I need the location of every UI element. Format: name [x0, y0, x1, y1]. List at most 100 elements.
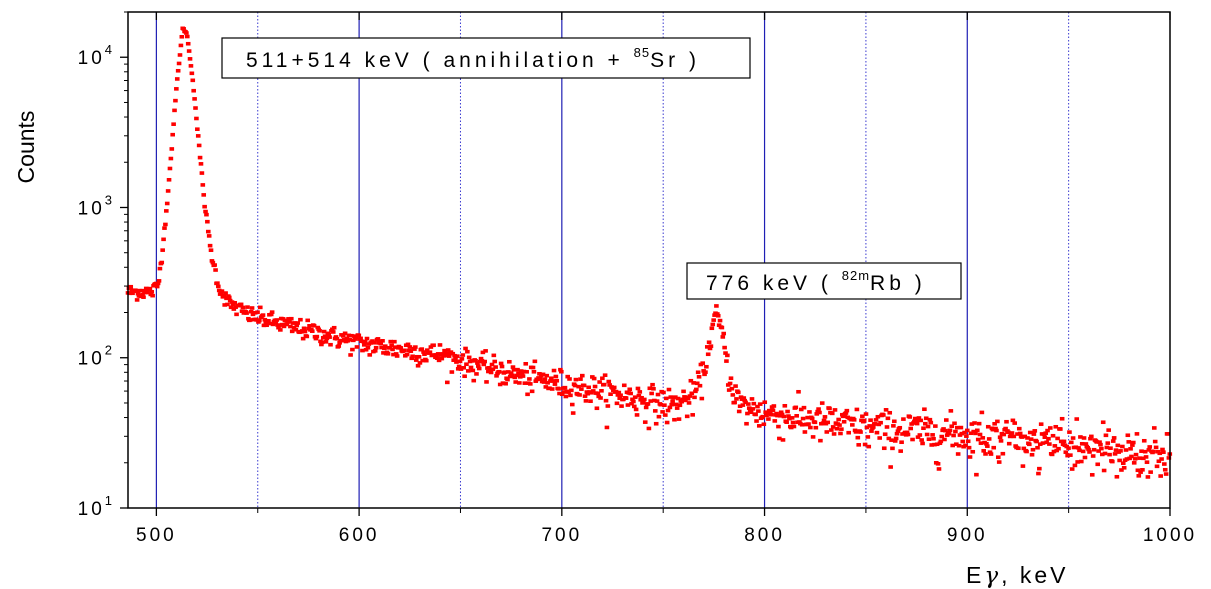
- data-point: [1144, 460, 1150, 464]
- data-point: [199, 171, 205, 175]
- data-point: [642, 420, 648, 424]
- data-point: [424, 348, 430, 352]
- data-point: [372, 340, 377, 345]
- data-point: [820, 421, 826, 425]
- data-point: [346, 333, 352, 338]
- data-point: [147, 286, 153, 291]
- data-point: [567, 377, 572, 381]
- data-point: [1004, 419, 1009, 424]
- data-point: [301, 326, 307, 331]
- data-point: [613, 389, 619, 394]
- data-point: [1141, 438, 1147, 443]
- data-point: [342, 331, 348, 336]
- data-point: [266, 319, 271, 323]
- data-point: [174, 87, 179, 91]
- data-point: [176, 61, 182, 66]
- data-point: [883, 408, 889, 412]
- data-point: [568, 393, 573, 398]
- data-point: [336, 344, 342, 348]
- data-point: [387, 346, 393, 350]
- data-point: [1078, 435, 1083, 439]
- data-point: [203, 209, 208, 214]
- data-point: [517, 381, 522, 385]
- data-point: [479, 358, 485, 363]
- data-point: [333, 335, 339, 339]
- data-point: [964, 428, 970, 433]
- data-point: [570, 411, 576, 415]
- data-point: [543, 385, 549, 389]
- data-point: [1166, 456, 1172, 460]
- data-point: [1016, 426, 1022, 431]
- data-point: [416, 354, 422, 359]
- data-point: [563, 394, 569, 399]
- data-point: [703, 370, 708, 374]
- data-point: [238, 302, 244, 307]
- data-point: [638, 397, 643, 402]
- data-point: [1139, 449, 1144, 453]
- data-point: [1076, 446, 1081, 450]
- data-point: [1036, 471, 1041, 476]
- data-point: [642, 397, 647, 402]
- data-point: [437, 343, 443, 347]
- data-point: [650, 382, 655, 387]
- data-point: [257, 305, 263, 310]
- annotation-box: [686, 262, 962, 300]
- data-point: [476, 366, 482, 371]
- data-point: [470, 368, 476, 373]
- data-point: [276, 325, 281, 330]
- data-point: [293, 327, 299, 332]
- data-point: [157, 266, 163, 271]
- data-point: [948, 409, 954, 413]
- data-point: [955, 452, 961, 456]
- data-point: [154, 284, 160, 289]
- data-point: [962, 430, 967, 435]
- data-point: [878, 420, 883, 425]
- data-point: [528, 382, 533, 386]
- data-point: [1010, 418, 1016, 423]
- data-point: [1054, 448, 1059, 453]
- data-point: [177, 53, 183, 57]
- data-point: [225, 302, 230, 307]
- data-point: [645, 402, 651, 406]
- data-point: [185, 41, 191, 46]
- data-point: [506, 370, 511, 374]
- data-point: [286, 317, 291, 321]
- data-point: [201, 193, 207, 197]
- data-point: [381, 351, 386, 355]
- x-tick-label: 900: [947, 525, 988, 546]
- data-point: [482, 359, 487, 364]
- data-point: [130, 291, 135, 296]
- data-point: [722, 345, 727, 350]
- data-point: [334, 337, 340, 341]
- data-point: [382, 344, 388, 348]
- data-point: [1047, 442, 1052, 446]
- data-point: [746, 406, 752, 410]
- data-point: [205, 219, 210, 224]
- data-point: [502, 370, 508, 374]
- data-point: [1056, 446, 1061, 451]
- data-point: [389, 343, 394, 348]
- data-point: [1106, 428, 1111, 432]
- data-point: [755, 404, 760, 409]
- data-point: [778, 410, 784, 415]
- data-point: [278, 328, 283, 332]
- data-point: [493, 365, 498, 369]
- data-point: [765, 411, 770, 416]
- data-point: [159, 260, 165, 265]
- data-point: [277, 323, 282, 328]
- data-point: [844, 408, 850, 413]
- data-point: [1011, 434, 1017, 439]
- data-point: [561, 390, 567, 394]
- data-point: [518, 369, 524, 373]
- data-point: [960, 439, 966, 444]
- data-point: [207, 243, 213, 248]
- data-point: [1025, 436, 1030, 440]
- data-point: [439, 356, 445, 361]
- data-point: [715, 313, 721, 318]
- data-point: [641, 400, 646, 405]
- data-point: [633, 407, 639, 412]
- data-point: [394, 354, 400, 358]
- data-point: [328, 342, 333, 347]
- data-point: [606, 379, 612, 384]
- data-points: [125, 26, 1173, 479]
